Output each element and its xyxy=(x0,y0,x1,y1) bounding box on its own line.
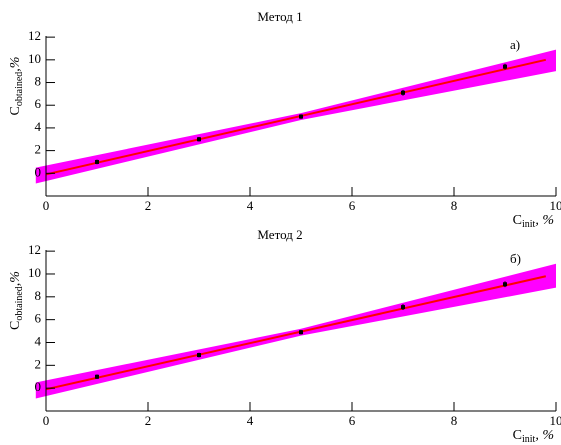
y-tick-label: 2 xyxy=(35,356,42,371)
y-tick-label: 0 xyxy=(35,379,42,394)
x-tick-label: 10 xyxy=(550,198,561,213)
y-axis-label: Cobtained,% xyxy=(8,271,25,330)
data-point xyxy=(197,353,201,358)
data-point xyxy=(197,137,201,142)
panel-annotation: а) xyxy=(510,37,520,52)
x-tick-label: 2 xyxy=(145,198,152,213)
panel-title: Метод 1 xyxy=(257,9,302,24)
data-point xyxy=(95,159,99,164)
x-tick-label: 6 xyxy=(349,198,356,213)
x-label-main: C xyxy=(513,213,522,228)
data-point xyxy=(299,114,303,119)
fit-line xyxy=(45,275,547,391)
x-tick-label: 10 xyxy=(550,413,561,428)
x-axis-label: Cinit, % xyxy=(513,213,554,230)
y-label-sub: obtained xyxy=(14,286,25,320)
x-label-suffix: , % xyxy=(535,213,554,228)
y-label-sub: obtained xyxy=(14,72,25,106)
data-point xyxy=(95,374,99,379)
x-axis-label: Cinit, % xyxy=(513,428,554,445)
data-point xyxy=(503,282,507,287)
y-tick-label: 4 xyxy=(35,333,42,348)
x-tick-label: 0 xyxy=(43,413,50,428)
y-label-suffix: ,% xyxy=(8,271,23,286)
y-tick-label: 6 xyxy=(35,311,42,326)
confidence-band xyxy=(35,263,557,399)
y-label-suffix: ,% xyxy=(8,57,23,72)
y-tick-label: 6 xyxy=(35,96,42,111)
x-label-suffix: , % xyxy=(535,428,554,443)
data-point xyxy=(503,64,507,69)
y-tick-label: 10 xyxy=(28,51,41,66)
y-tick-label: 8 xyxy=(35,74,42,89)
y-label-main: C xyxy=(8,106,23,115)
x-tick-label: 4 xyxy=(247,413,254,428)
y-tick-label: 8 xyxy=(35,288,42,303)
x-tick-label: 2 xyxy=(145,413,152,428)
data-point xyxy=(299,330,303,335)
data-point xyxy=(401,305,405,310)
x-tick-label: 8 xyxy=(451,198,458,213)
x-label-sub: init xyxy=(522,219,536,230)
x-label-main: C xyxy=(513,428,522,443)
y-tick-label: 0 xyxy=(35,164,42,179)
y-label-main: C xyxy=(8,321,23,330)
x-label-sub: init xyxy=(522,434,536,445)
fit-line xyxy=(45,58,547,176)
x-tick-label: 4 xyxy=(247,198,254,213)
data-point xyxy=(401,90,405,95)
x-tick-label: 6 xyxy=(349,413,356,428)
y-tick-label: 12 xyxy=(28,242,41,257)
y-axis-label: Cobtained,% xyxy=(8,57,25,116)
x-tick-label: 8 xyxy=(451,413,458,428)
y-tick-label: 12 xyxy=(28,28,41,43)
y-tick-label: 4 xyxy=(35,119,42,134)
y-tick-label: 10 xyxy=(28,265,41,280)
x-tick-label: 0 xyxy=(43,198,50,213)
panel-annotation: б) xyxy=(510,251,521,266)
panel-title: Метод 2 xyxy=(257,227,302,242)
y-tick-label: 2 xyxy=(35,142,42,157)
